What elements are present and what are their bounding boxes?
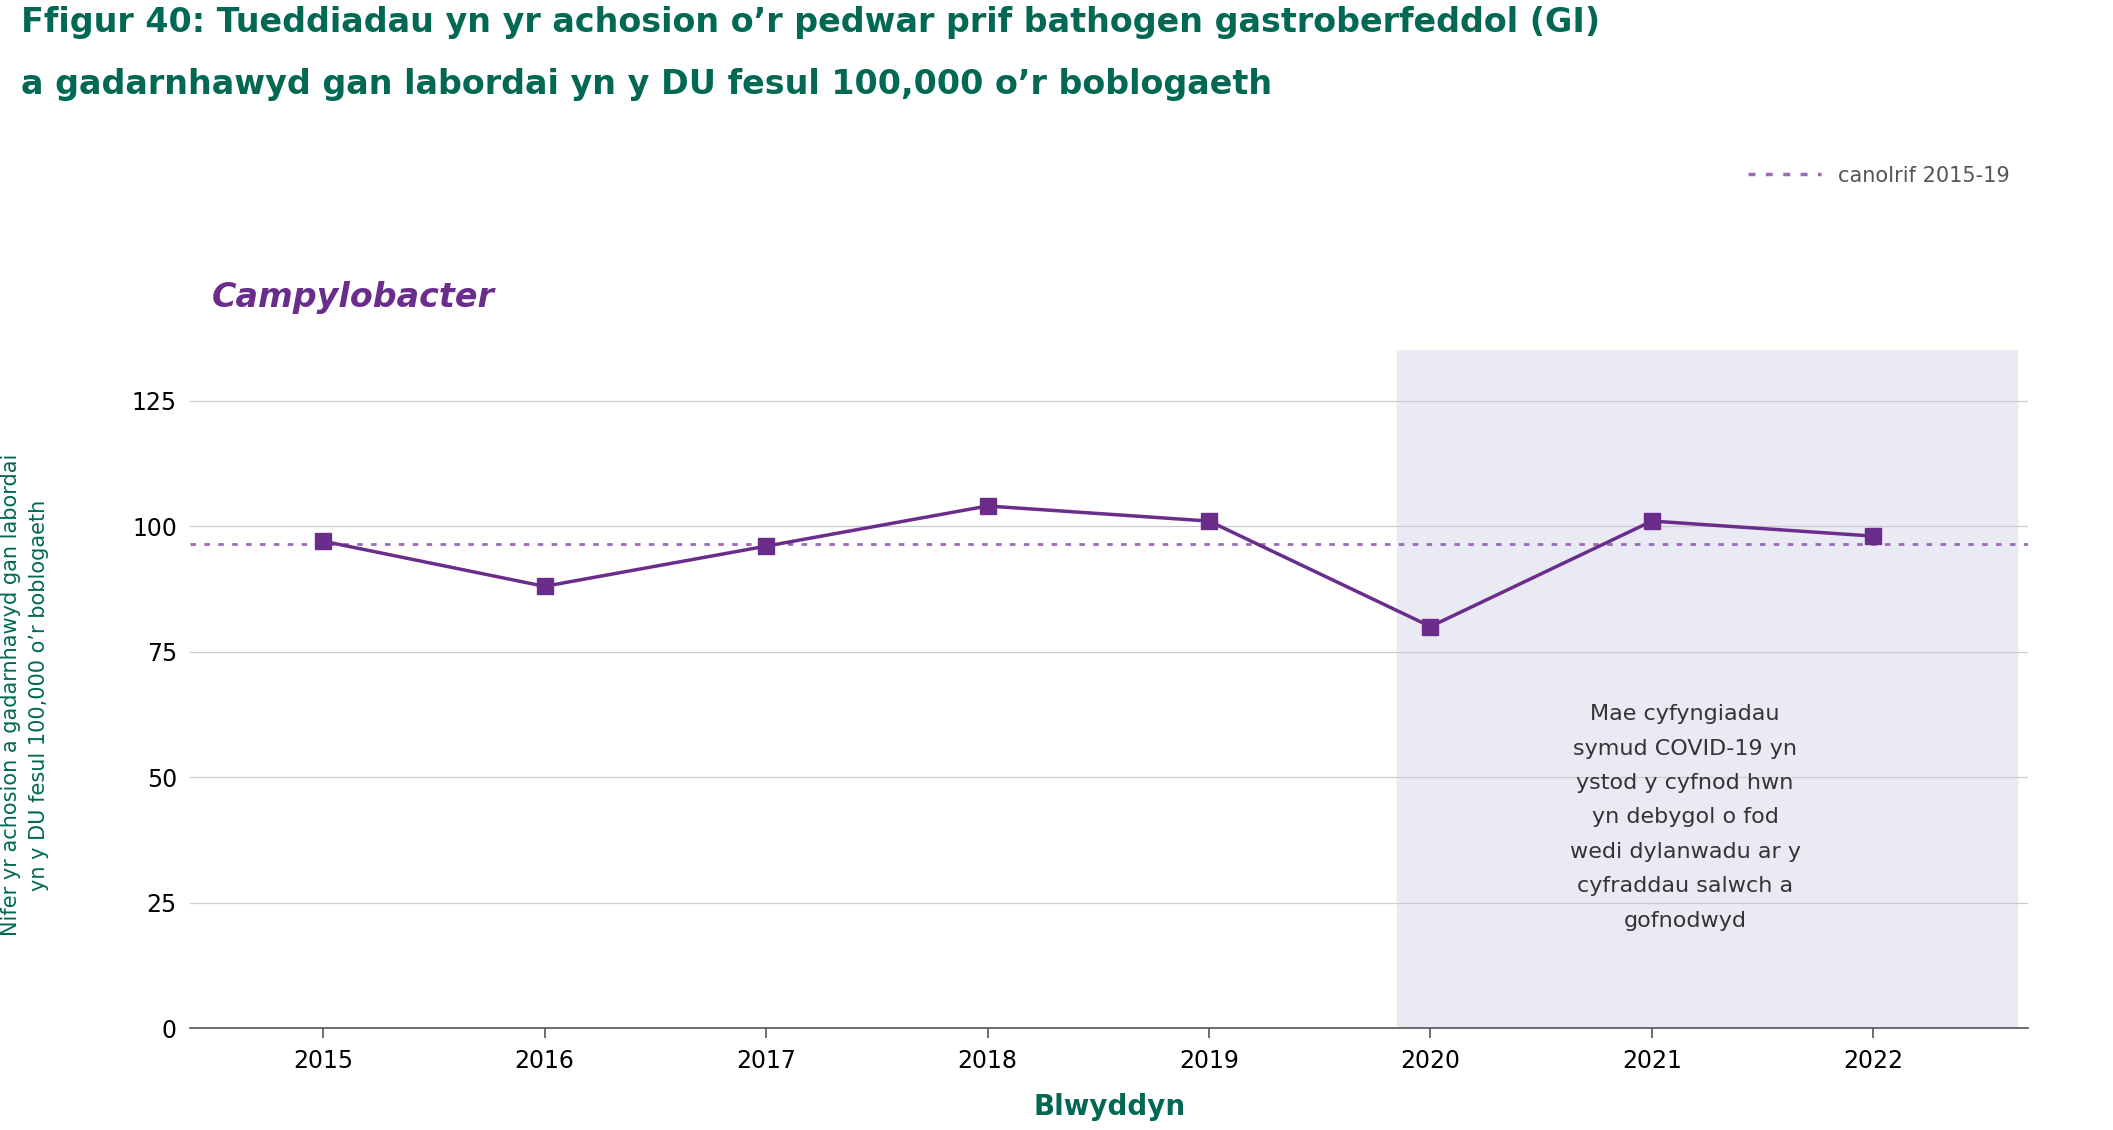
Text: Campylobacter: Campylobacter — [211, 281, 494, 314]
Bar — [1397, 350, 2018, 1028]
X-axis label: Blwyddyn: Blwyddyn — [1033, 1093, 1185, 1121]
Legend: canoIrif 2015-19: canoIrif 2015-19 — [1741, 157, 2018, 194]
Text: a gadarnhawyd gan labordai yn y DU fesul 100,000 o’r boblogaeth: a gadarnhawyd gan labordai yn y DU fesul… — [21, 68, 1272, 101]
Text: Ffigur 40: Tueddiadau yn yr achosion o’r pedwar prif bathogen gastroberfeddol (G: Ffigur 40: Tueddiadau yn yr achosion o’r… — [21, 6, 1600, 38]
Text: Nifer yr achosion a gadarnhawyd gan labordai
yn y DU fesul 100,000 o’r boblogaet: Nifer yr achosion a gadarnhawyd gan labo… — [2, 454, 49, 936]
Text: Mae cyfyngiadau
symud COVID-19 yn
ystod y cyfnod hwn
yn debygol o fod
wedi dylan: Mae cyfyngiadau symud COVID-19 yn ystod … — [1570, 704, 1800, 931]
